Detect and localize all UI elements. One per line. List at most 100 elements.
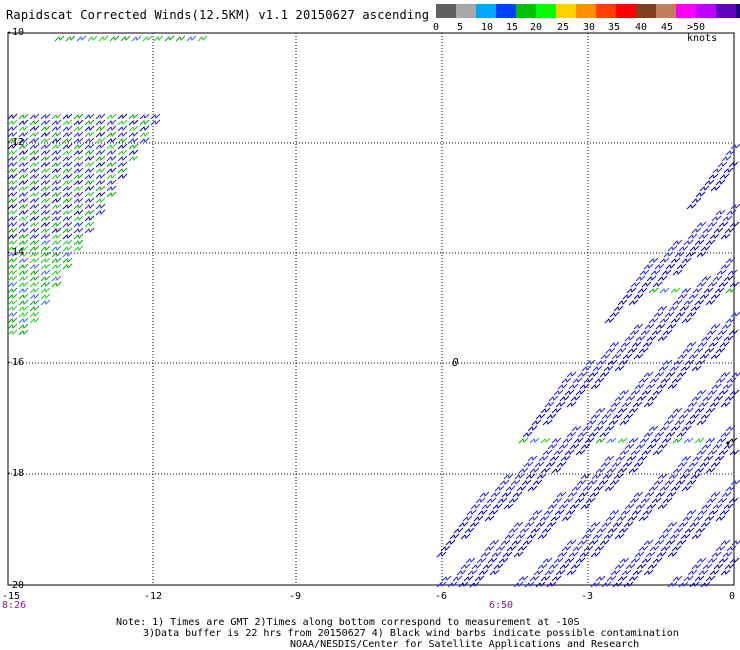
wind-barb bbox=[641, 528, 650, 533]
wind-barb bbox=[51, 251, 62, 258]
wind-barb bbox=[579, 354, 588, 359]
wind-barb bbox=[40, 131, 51, 138]
wind-barb bbox=[634, 551, 645, 558]
wind-barb bbox=[176, 72, 185, 77]
wind-barb bbox=[683, 407, 694, 414]
wind-barb bbox=[688, 540, 697, 545]
wind-barb bbox=[718, 528, 727, 533]
wind-barb bbox=[577, 539, 588, 546]
wind-barb bbox=[630, 449, 641, 456]
wind-barb bbox=[531, 419, 542, 426]
wind-barb bbox=[649, 377, 660, 384]
wind-barb bbox=[723, 503, 734, 510]
wind-barb bbox=[719, 252, 728, 257]
wind-barb bbox=[585, 468, 594, 473]
wind-barb bbox=[636, 395, 647, 402]
wind-barb bbox=[62, 197, 73, 204]
wind-barb bbox=[99, 54, 108, 59]
wind-barb bbox=[95, 143, 106, 150]
wind-barb bbox=[702, 563, 713, 570]
wind-barb bbox=[7, 203, 18, 210]
wind-barb bbox=[654, 263, 665, 270]
wind-barb bbox=[521, 558, 530, 563]
wind-barb bbox=[599, 539, 610, 546]
wind-barb bbox=[691, 197, 702, 204]
wind-barb bbox=[626, 455, 637, 462]
wind-barb bbox=[644, 323, 655, 330]
wind-barb bbox=[643, 569, 654, 576]
wind-barb bbox=[569, 414, 578, 419]
wind-barb bbox=[705, 467, 716, 474]
wind-barb bbox=[51, 96, 60, 101]
wind-barb bbox=[727, 516, 736, 521]
wind-barb bbox=[51, 257, 62, 264]
wind-barb bbox=[540, 407, 551, 414]
wind-barb bbox=[62, 221, 73, 228]
wind-barb bbox=[18, 179, 29, 186]
wind-barb bbox=[687, 233, 698, 240]
wind-barb bbox=[566, 539, 577, 546]
wind-barb bbox=[585, 576, 594, 581]
wind-barb bbox=[590, 581, 601, 588]
wind-barb bbox=[7, 251, 18, 258]
wind-barb bbox=[136, 48, 145, 53]
wind-barb bbox=[667, 294, 676, 299]
wind-barb bbox=[62, 191, 73, 198]
wind-barb bbox=[29, 209, 40, 216]
wind-barb bbox=[474, 546, 483, 551]
wind-barb bbox=[40, 299, 51, 306]
wind-barb bbox=[18, 287, 29, 294]
wind-barb bbox=[645, 383, 656, 390]
wind-barb bbox=[703, 534, 712, 539]
wind-barb bbox=[546, 413, 557, 420]
wind-barb bbox=[565, 509, 576, 516]
wind-barb bbox=[704, 258, 713, 263]
wind-barb bbox=[661, 437, 672, 444]
wind-barb bbox=[62, 185, 73, 192]
time-label: 6:50 bbox=[489, 600, 514, 611]
wind-barb bbox=[683, 575, 694, 582]
wind-barb bbox=[710, 540, 719, 545]
wind-barb bbox=[29, 215, 40, 222]
wind-barb bbox=[29, 113, 40, 120]
wind-barb bbox=[18, 299, 29, 306]
wind-barb bbox=[506, 456, 515, 461]
wind-barb bbox=[7, 209, 18, 216]
wind-barb bbox=[139, 78, 148, 83]
wind-barb bbox=[590, 462, 599, 467]
wind-barb bbox=[616, 318, 625, 323]
wind-barb bbox=[51, 149, 62, 156]
wind-barb bbox=[642, 341, 653, 348]
wind-barb bbox=[543, 509, 554, 516]
wind-barb bbox=[680, 365, 691, 372]
wind-barb bbox=[649, 545, 660, 552]
wind-barb bbox=[700, 521, 711, 528]
wind-barb bbox=[704, 347, 715, 354]
wind-barb bbox=[484, 515, 495, 522]
wind-barb bbox=[84, 137, 95, 144]
wind-barb bbox=[684, 270, 693, 275]
wind-barb bbox=[667, 413, 678, 420]
wind-barb bbox=[25, 102, 34, 107]
wind-barb bbox=[62, 257, 73, 264]
wind-barb bbox=[606, 575, 617, 582]
wind-barb bbox=[683, 378, 692, 383]
wind-barb bbox=[479, 491, 490, 498]
wind-barb bbox=[135, 102, 144, 107]
wind-barb bbox=[161, 96, 170, 101]
wind-barb bbox=[661, 348, 670, 353]
wind-barb bbox=[715, 179, 726, 186]
wind-barb bbox=[630, 528, 639, 533]
wind-barb bbox=[575, 528, 584, 533]
lon-label: -3 bbox=[581, 591, 594, 602]
wind-barb bbox=[615, 455, 626, 462]
wind-barb bbox=[457, 540, 466, 545]
wind-barb bbox=[680, 276, 689, 281]
wind-barb bbox=[616, 426, 625, 431]
wind-barb bbox=[625, 395, 636, 402]
wind-barb bbox=[680, 533, 691, 540]
wind-barb bbox=[643, 431, 654, 438]
wind-barb bbox=[445, 539, 456, 546]
wind-barb bbox=[659, 425, 670, 432]
wind-barb bbox=[106, 137, 117, 144]
